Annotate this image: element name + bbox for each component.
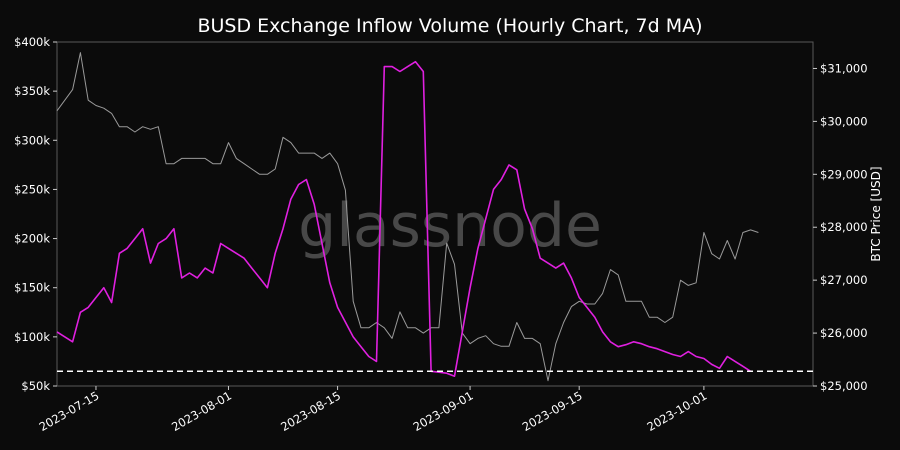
chart-title: BUSD Exchange Inflow Volume (Hourly Char… [197, 15, 702, 37]
y-left-tick-label: $400k [14, 35, 50, 49]
busd-inflow-line [56, 60, 752, 377]
y-left-tick-label: $50k [21, 379, 50, 393]
y-left-tick-label: $300k [14, 133, 50, 147]
y-right-tick-label: $26,000 [820, 326, 868, 340]
x-tick-label: 2023-09-01 [411, 388, 476, 434]
watermark: glassnode [298, 191, 602, 261]
btc-price-line [56, 52, 759, 382]
y-right-tick-label: $31,000 [820, 61, 868, 75]
y-left-tick-label: $100k [14, 330, 50, 344]
series-layer [56, 52, 813, 382]
x-tick-label: 2023-08-15 [278, 388, 343, 434]
x-tick-label: 2023-10-01 [644, 388, 709, 434]
y-left-tick-label: $150k [14, 281, 50, 295]
y-right-tick-label: $29,000 [820, 167, 868, 181]
y-axis-right-label: BTC Price [USD] [869, 166, 883, 261]
y-left-tick-label: $250k [14, 182, 50, 196]
y-left-tick-label: $200k [14, 232, 50, 246]
y-left-tick-label: $350k [14, 84, 50, 98]
x-tick-label: 2023-09-15 [520, 388, 585, 434]
y-right-tick-label: $27,000 [820, 273, 868, 287]
y-right-tick-label: $28,000 [820, 220, 868, 234]
x-tick-label: 2023-07-15 [37, 388, 102, 434]
x-tick-label: 2023-08-01 [169, 388, 234, 434]
y-right-tick-label: $30,000 [820, 114, 868, 128]
plot-frame [56, 41, 814, 387]
y-right-tick-label: $25,000 [820, 379, 868, 393]
